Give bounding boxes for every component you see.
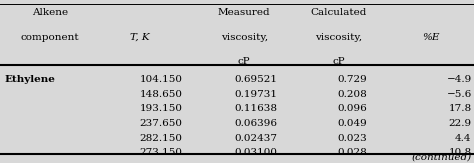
Text: 17.8: 17.8 [448,104,472,113]
Text: 0.06396: 0.06396 [234,119,277,128]
Text: 0.028: 0.028 [337,148,367,157]
Text: 0.19731: 0.19731 [234,90,277,99]
Text: (continued): (continued) [411,152,472,161]
Text: 193.150: 193.150 [139,104,182,113]
Text: 0.03100: 0.03100 [234,148,277,157]
Text: Measured: Measured [218,8,271,17]
Text: T, K: T, K [130,33,150,42]
Text: 0.02437: 0.02437 [234,134,277,143]
Text: 0.729: 0.729 [337,75,367,84]
Text: viscosity,: viscosity, [220,33,268,42]
Text: component: component [20,33,79,42]
Text: 104.150: 104.150 [139,75,182,84]
Text: −5.6: −5.6 [447,90,472,99]
Text: cP: cP [333,57,345,66]
Text: Calculated: Calculated [311,8,367,17]
Text: cP: cP [238,57,250,66]
Text: 4.4: 4.4 [455,134,472,143]
Text: 0.096: 0.096 [337,104,367,113]
Text: %E: %E [423,33,440,42]
Text: 148.650: 148.650 [139,90,182,99]
Text: Ethylene: Ethylene [5,75,55,84]
Text: 0.049: 0.049 [337,119,367,128]
Text: 273.150: 273.150 [139,148,182,157]
Text: −4.9: −4.9 [447,75,472,84]
Text: 237.650: 237.650 [139,119,182,128]
Text: Alkene: Alkene [32,8,68,17]
Text: 282.150: 282.150 [139,134,182,143]
Text: 10.8: 10.8 [448,148,472,157]
Text: 0.69521: 0.69521 [234,75,277,84]
Text: 0.11638: 0.11638 [234,104,277,113]
Text: 22.9: 22.9 [448,119,472,128]
Text: 0.208: 0.208 [337,90,367,99]
Text: 0.023: 0.023 [337,134,367,143]
Text: viscosity,: viscosity, [315,33,363,42]
